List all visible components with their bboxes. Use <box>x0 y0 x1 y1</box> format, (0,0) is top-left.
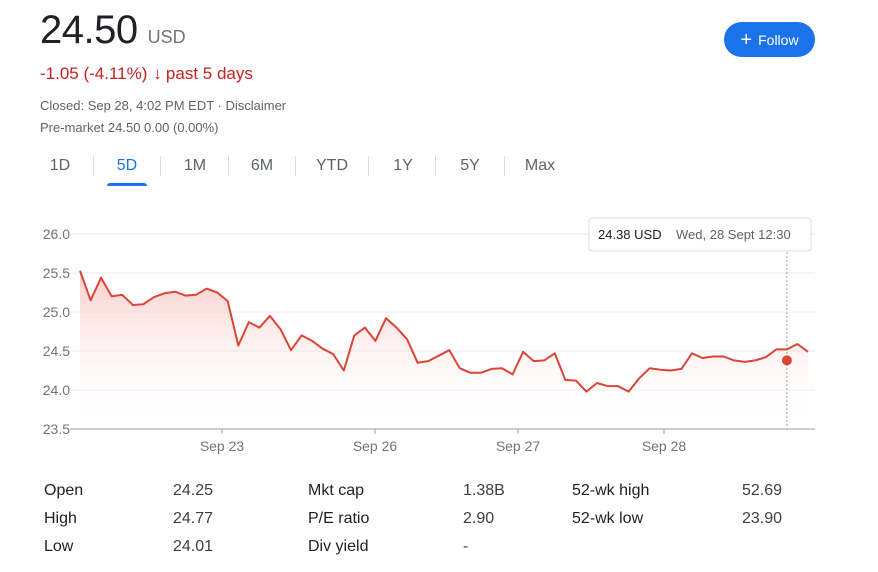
tab-6m[interactable]: 6M <box>250 157 274 174</box>
tab-1d[interactable]: 1D <box>49 157 71 174</box>
premarket-info: Pre-market 24.50 0.00 (0.00%) <box>40 120 219 135</box>
tooltip-value: 24.38 USD <box>598 227 662 242</box>
closed-info: Closed: Sep 28, 4:02 PM EDT · Disclaimer <box>40 98 287 113</box>
plus-icon: + <box>740 28 753 51</box>
stat-label-high: High <box>44 510 77 527</box>
y-tick-label: 25.5 <box>43 265 70 281</box>
down-arrow-icon: ↓ <box>153 64 162 83</box>
currency-label: USD <box>147 27 186 47</box>
y-tick-label: 23.5 <box>43 421 70 437</box>
tab-5d[interactable]: 5D <box>107 150 147 186</box>
price-area <box>80 270 808 429</box>
tab-divider <box>295 156 296 176</box>
y-tick-label: 24.0 <box>43 382 70 398</box>
y-tick-label: 25.0 <box>43 304 70 320</box>
tab-1y[interactable]: 1Y <box>393 157 413 174</box>
stat-value-mkt-cap: 1.38B <box>463 482 505 499</box>
stat-value-high: 24.77 <box>173 510 214 527</box>
hover-point <box>781 355 792 366</box>
stat-label-pe-ratio: P/E ratio <box>308 510 370 527</box>
x-tick-label: Sep 27 <box>496 438 541 454</box>
stat-value-pe-ratio: 2.90 <box>463 510 495 527</box>
x-tick-label: Sep 28 <box>642 438 687 454</box>
tab-divider <box>93 156 94 176</box>
price-header: 24.50 USD <box>40 8 186 53</box>
stat-label-div-yield: Div yield <box>308 538 369 555</box>
price-tooltip: 24.38 USD Wed, 28 Sept 12:30 <box>588 217 812 252</box>
tab-max[interactable]: Max <box>524 157 556 174</box>
price-change: -1.05 (-4.11%) ↓ past 5 days <box>40 64 253 84</box>
tab-divider <box>160 156 161 176</box>
price-line <box>79 270 809 393</box>
tooltip-time: Wed, 28 Sept 12:30 <box>676 227 791 242</box>
stat-label-52wk-low: 52-wk low <box>572 510 644 527</box>
stat-value-open: 24.25 <box>173 482 214 499</box>
tab-divider <box>368 156 369 176</box>
stat-label-open: Open <box>44 482 84 499</box>
tab-1m[interactable]: 1M <box>183 157 207 174</box>
tab-divider <box>504 156 505 176</box>
tab-divider <box>435 156 436 176</box>
price-chart[interactable]: 26.0 25.5 25.0 24.5 24.0 23.5 Sep 23 Sep 26 Sep … <box>0 200 878 470</box>
current-price: 24.50 <box>40 8 138 52</box>
change-value: -1.05 (-4.11%) <box>40 64 148 83</box>
tab-ytd[interactable]: YTD <box>316 157 348 174</box>
stat-label-low: Low <box>44 538 74 555</box>
follow-button[interactable]: + Follow <box>724 22 815 57</box>
y-tick-label: 24.5 <box>43 343 70 359</box>
x-tick-label: Sep 26 <box>353 438 398 454</box>
stat-value-low: 24.01 <box>173 538 214 555</box>
tab-5y[interactable]: 5Y <box>460 157 480 174</box>
stat-label-52wk-high: 52-wk high <box>572 482 650 499</box>
stat-label-mkt-cap: Mkt cap <box>308 482 365 499</box>
stat-value-52wk-high: 52.69 <box>742 482 783 499</box>
y-tick-label: 26.0 <box>43 226 70 242</box>
stat-value-div-yield: - <box>463 538 469 555</box>
tab-divider <box>228 156 229 176</box>
change-period: past 5 days <box>165 64 253 83</box>
stat-value-52wk-low: 23.90 <box>742 510 783 527</box>
follow-label: Follow <box>758 31 799 48</box>
x-tick-label: Sep 23 <box>200 438 245 454</box>
